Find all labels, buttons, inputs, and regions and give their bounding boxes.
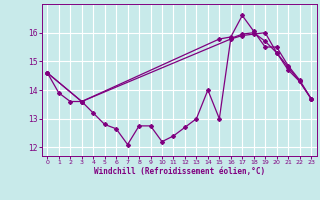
X-axis label: Windchill (Refroidissement éolien,°C): Windchill (Refroidissement éolien,°C) <box>94 167 265 176</box>
